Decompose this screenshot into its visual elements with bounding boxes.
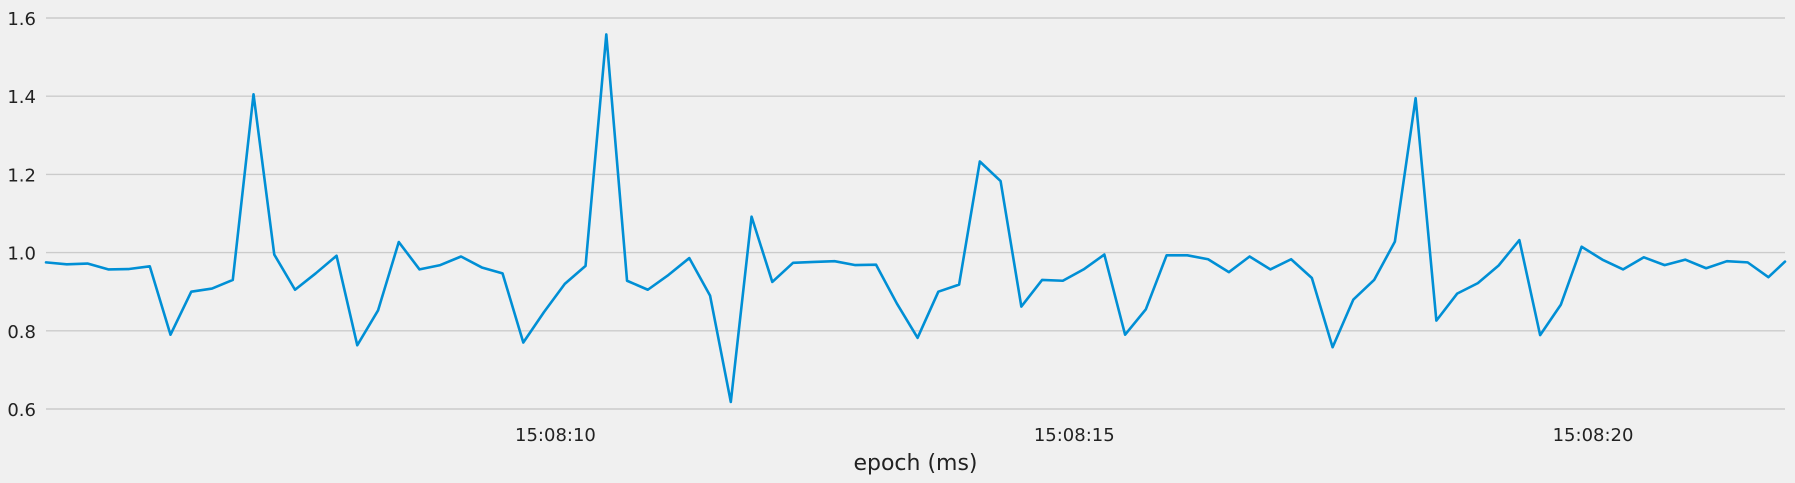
y-tick-label: 1.4 [7, 87, 36, 108]
y-tick-label: 1.0 [7, 244, 36, 265]
x-axis-label: epoch (ms) [853, 451, 977, 476]
x-tick-labels: 15:08:10 15:08:15 15:08:20 [515, 425, 1633, 446]
x-tick-label: 15:08:15 [1034, 425, 1115, 446]
y-tick-labels: 0.6 0.8 1.0 1.2 1.4 1.6 [7, 9, 36, 421]
y-tick-label: 0.8 [7, 322, 36, 343]
y-tick-label: 1.2 [7, 165, 36, 186]
x-tick-label: 15:08:20 [1553, 425, 1634, 446]
y-gridlines [46, 17, 1785, 410]
data-points [46, 34, 1785, 402]
series-line [44, 33, 1787, 404]
y-tick-label: 1.6 [7, 9, 36, 30]
x-tick-label: 15:08:10 [515, 425, 596, 446]
y-tick-label: 0.6 [7, 400, 36, 421]
